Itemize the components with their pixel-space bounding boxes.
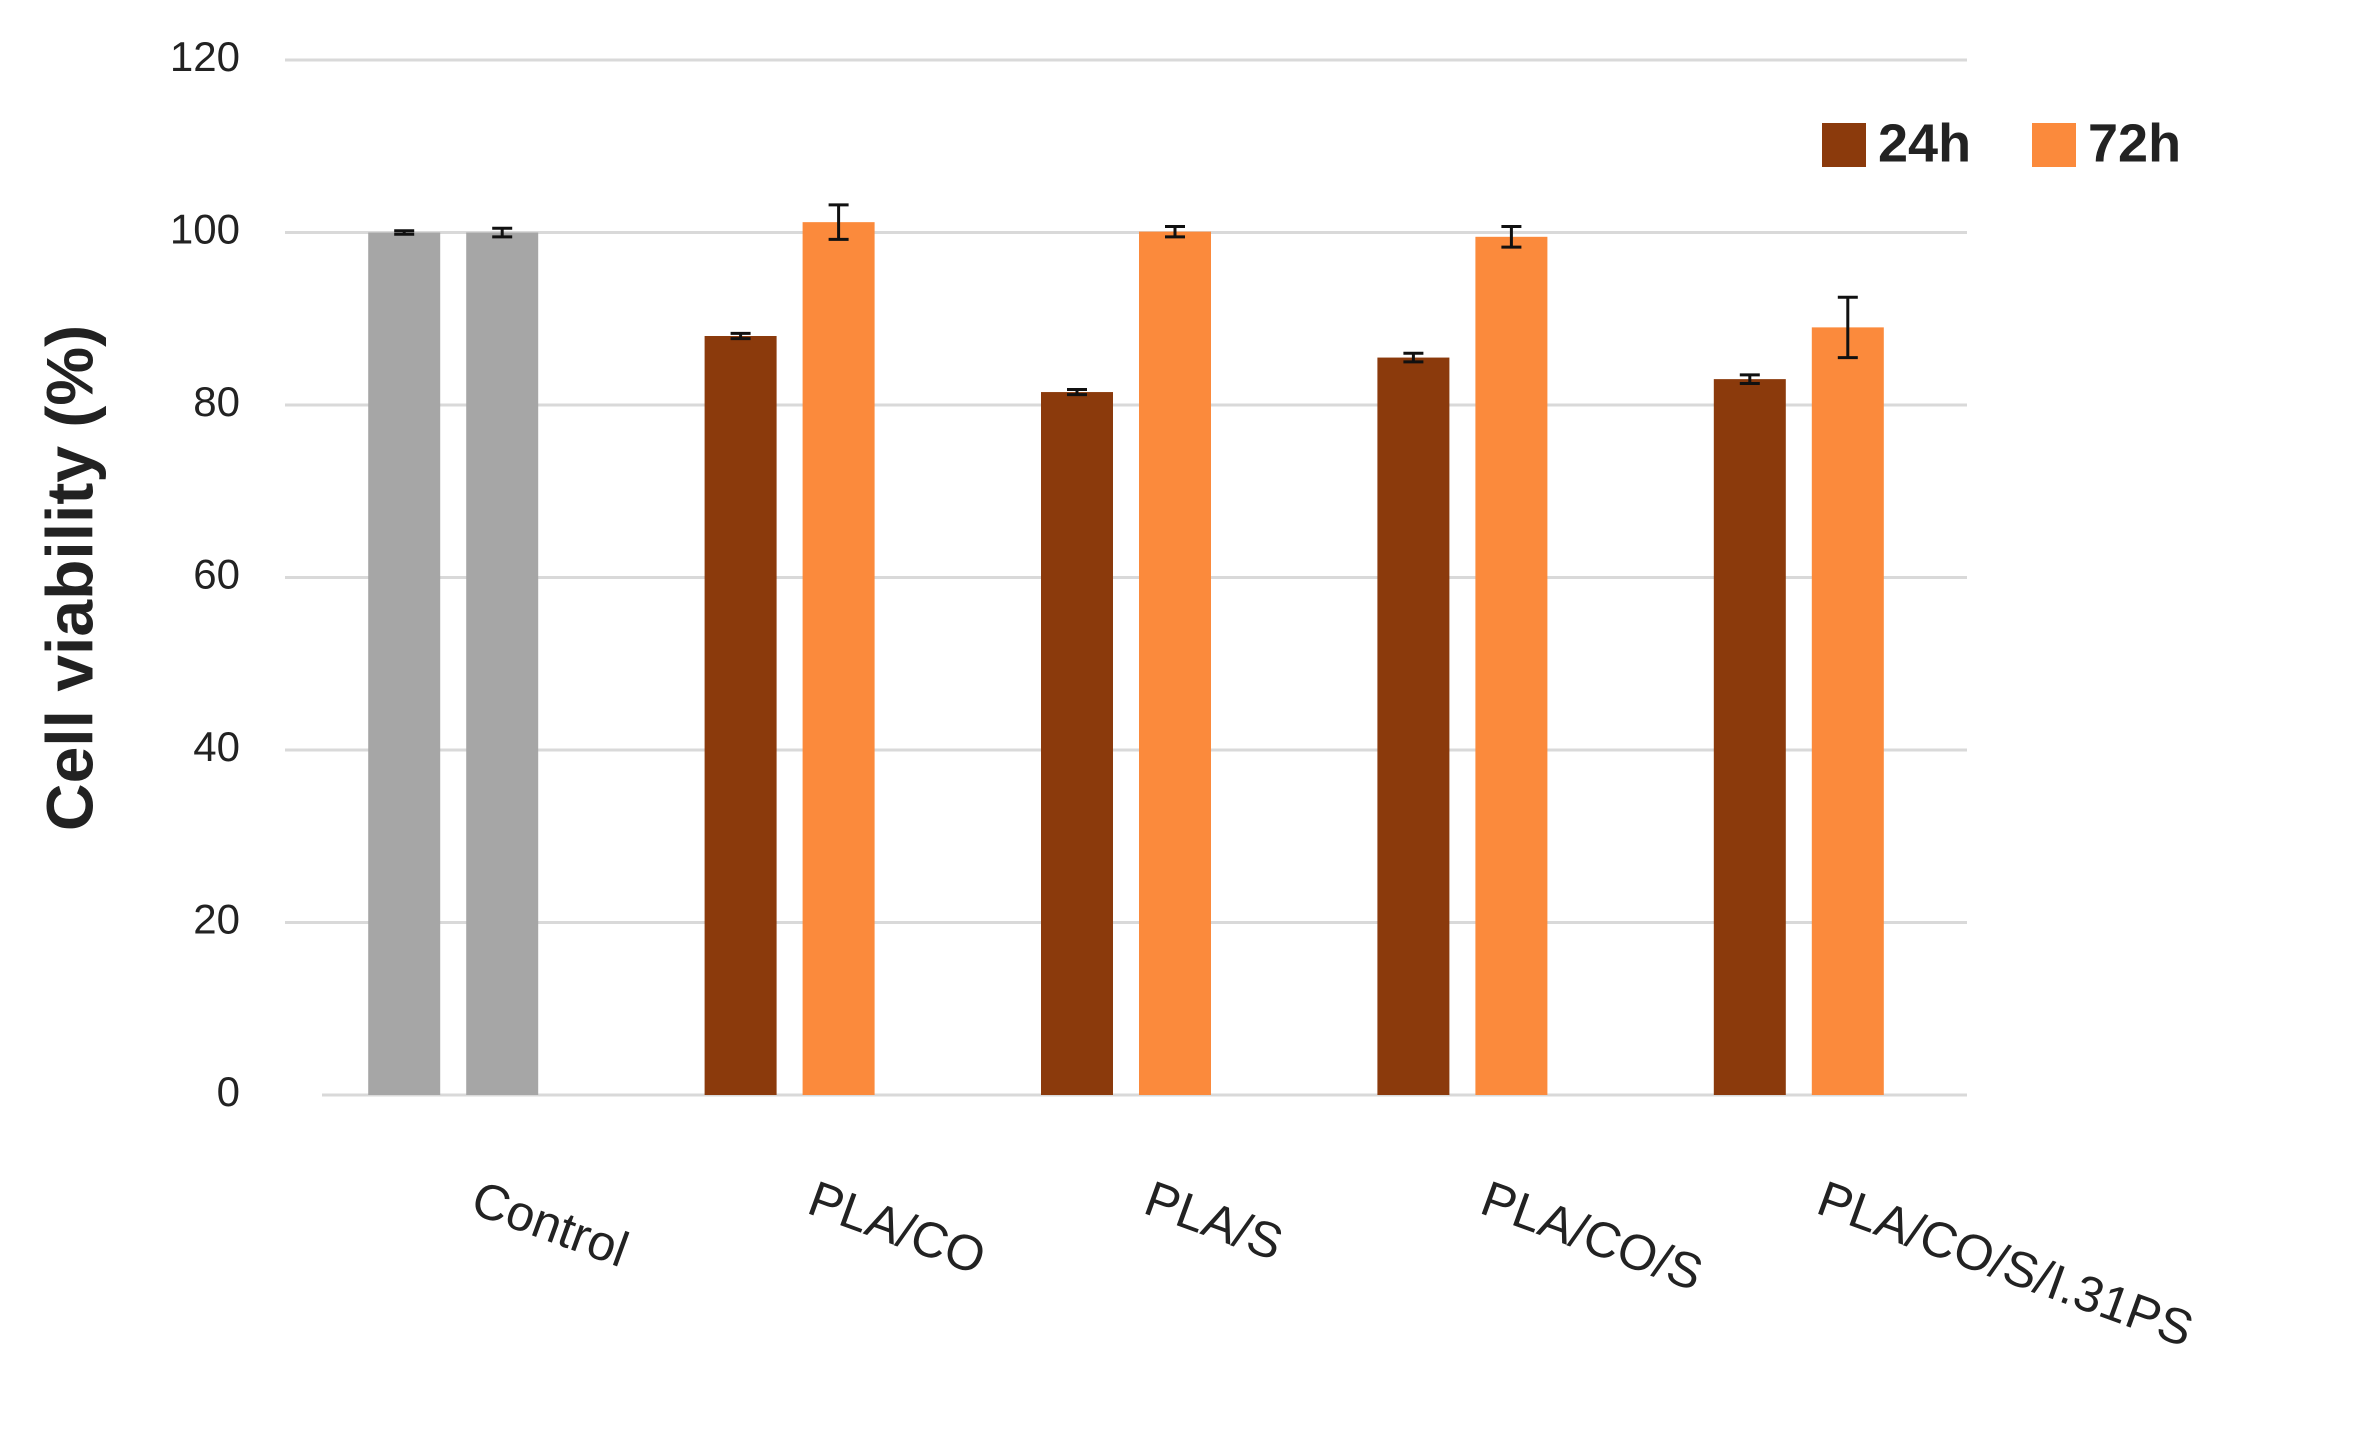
error-bar — [1837, 295, 1858, 360]
y-tick-label: 20 — [193, 896, 240, 943]
x-tick-label: PLA/S — [1138, 1170, 1290, 1271]
error-bar — [730, 331, 751, 341]
error-bar — [1067, 387, 1087, 397]
legend-label: 24h — [1878, 113, 1971, 173]
error-bar — [492, 226, 513, 239]
x-tick-label: PLA/CO/S/I.31PS — [1811, 1170, 2201, 1358]
bar — [368, 232, 441, 1095]
bar — [802, 222, 875, 1095]
x-tick-label: PLA/CO — [801, 1170, 992, 1285]
bar — [704, 336, 777, 1095]
legend-swatch — [1822, 123, 1866, 167]
bar — [1475, 236, 1548, 1095]
bar — [1811, 327, 1884, 1095]
error-bar — [1165, 224, 1185, 239]
y-axis-label: Cell viability (%) — [32, 325, 106, 831]
bar — [466, 232, 539, 1095]
bar — [1139, 231, 1211, 1095]
x-tick-label: Control — [465, 1170, 636, 1278]
bar — [1041, 392, 1113, 1095]
error-bar — [1739, 373, 1760, 385]
y-tick-label: 0 — [217, 1068, 240, 1115]
bar — [1377, 357, 1450, 1095]
y-tick-label: 120 — [170, 33, 240, 80]
y-tick-label: 100 — [170, 206, 240, 253]
error-bar — [1403, 351, 1424, 364]
error-bar — [1501, 224, 1522, 249]
y-tick-label: 60 — [193, 551, 240, 598]
x-tick-label: PLA/CO/S — [1474, 1170, 1710, 1302]
y-tick-label: 40 — [193, 723, 240, 770]
y-tick-label: 80 — [193, 378, 240, 425]
legend-swatch — [2032, 123, 2076, 167]
error-bar — [394, 229, 415, 236]
bar — [1713, 379, 1786, 1095]
error-bar — [828, 203, 849, 241]
legend-label: 72h — [2088, 113, 2181, 173]
